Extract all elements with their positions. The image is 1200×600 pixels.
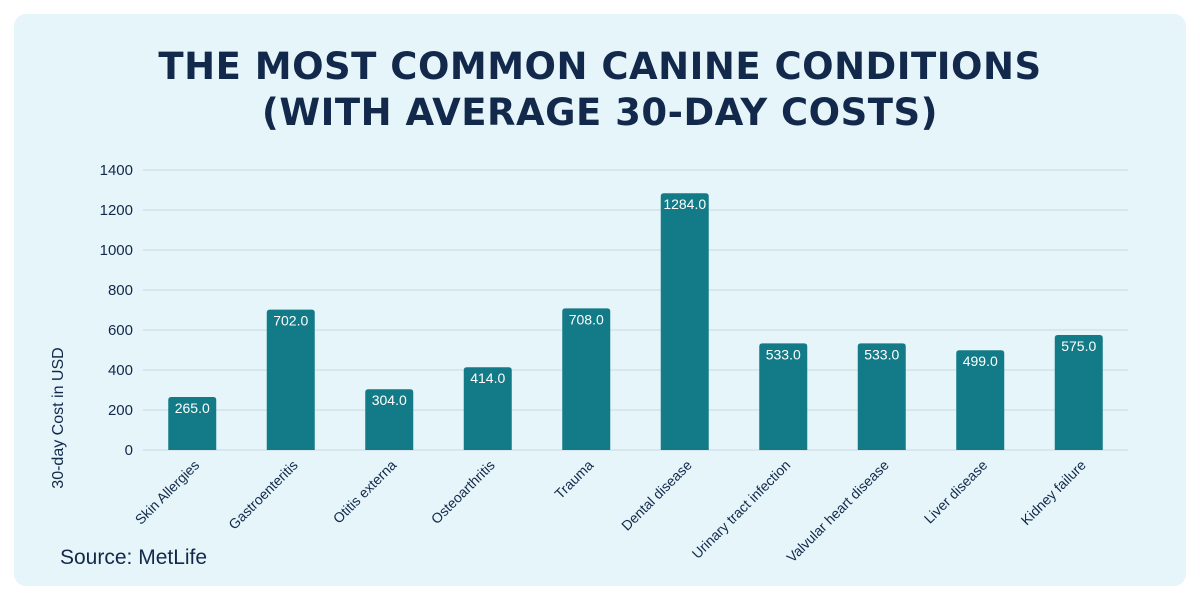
y-tick-label: 800 [108, 282, 133, 299]
bar [562, 308, 611, 450]
bar-value-label: 304.0 [372, 392, 407, 408]
y-tick-label: 0 [125, 442, 133, 459]
bar-value-label: 1284.0 [663, 196, 706, 212]
x-tick-label: Liver disease [921, 457, 991, 527]
bar-value-label: 702.0 [273, 313, 308, 329]
bar-value-label: 265.0 [175, 400, 210, 416]
y-tick-label: 400 [108, 362, 133, 379]
chart-card [14, 14, 1186, 586]
bar-value-label: 533.0 [766, 346, 801, 362]
bar [365, 389, 414, 450]
bar [463, 367, 512, 450]
x-tick-label: Skin Allergies [132, 457, 203, 528]
bar [660, 193, 709, 450]
x-tick-label: Valvular heart disease [783, 457, 892, 566]
chart-title-line-1: THE MOST COMMON CANINE CONDITIONS [158, 45, 1042, 88]
bar [857, 343, 906, 450]
x-tick-label: Urinary tract infection [689, 457, 794, 562]
bar-value-labels: 265.0 702.0 304.0 414.0 708.0 1284.0 533.0 533.… [175, 196, 1097, 416]
y-tick-label: 1400 [100, 162, 133, 179]
y-axis-label: 30-day Cost in USD [50, 347, 67, 488]
y-tick-label: 600 [108, 322, 133, 339]
bar-value-label: 533.0 [864, 346, 899, 362]
x-tick-label: Gastroenteritis [225, 457, 301, 533]
source-note: Source: MetLife [60, 546, 208, 569]
x-tick-label: Otitis externa [330, 457, 400, 527]
x-tick-label: Dental disease [618, 457, 695, 534]
x-tick-label: Kidney failure [1018, 457, 1089, 528]
bar [266, 309, 315, 450]
bar [759, 343, 808, 450]
bar [1054, 335, 1103, 450]
bar [168, 397, 217, 450]
bar-value-label: 499.0 [963, 353, 998, 369]
y-tick-label: 1000 [100, 242, 133, 259]
y-tick-label: 200 [108, 402, 133, 419]
x-axis-ticks: Skin Allergies Gastroenteritis Otitis exte… [132, 457, 1089, 566]
y-tick-label: 1200 [100, 202, 133, 219]
bars [168, 193, 1103, 450]
y-axis-ticks: 0 200 400 600 800 1000 1200 1400 [100, 162, 133, 459]
bar-value-label: 575.0 [1061, 338, 1096, 354]
bar-value-label: 414.0 [470, 370, 505, 386]
x-tick-label: Trauma [551, 457, 596, 502]
chart-title-line-2: (WITH AVERAGE 30-DAY COSTS) [261, 91, 939, 134]
bar [956, 350, 1005, 450]
chart-title: THE MOST COMMON CANINE CONDITIONS (WITH … [0, 44, 1200, 136]
x-tick-label: Osteoarthritis [428, 457, 498, 527]
bar-value-label: 708.0 [569, 311, 604, 327]
